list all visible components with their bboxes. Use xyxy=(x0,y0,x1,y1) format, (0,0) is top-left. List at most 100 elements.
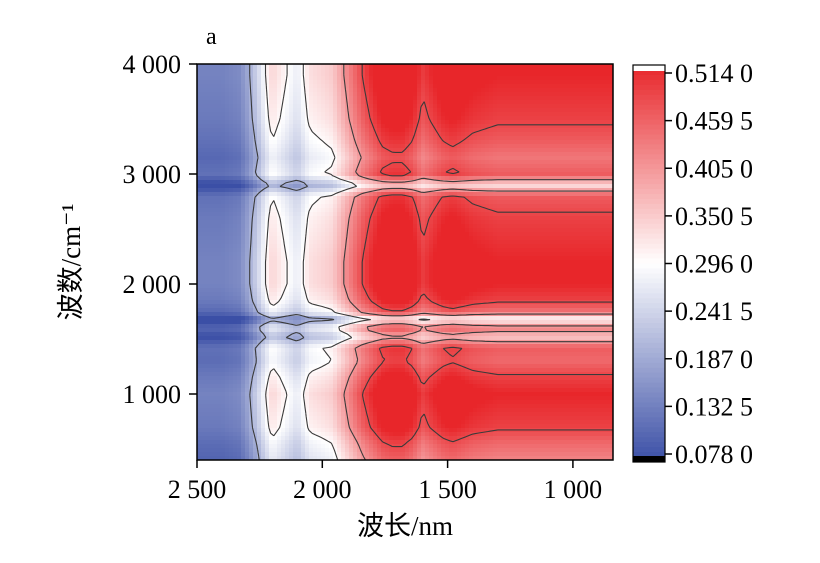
heatmap-cell xyxy=(261,192,266,197)
heatmap-cell xyxy=(273,212,278,217)
heatmap-cell xyxy=(501,180,506,185)
heatmap-cell xyxy=(269,184,274,189)
heatmap-cell xyxy=(413,252,418,257)
heatmap-cell xyxy=(309,208,314,213)
heatmap-cell xyxy=(377,252,382,257)
heatmap-cell xyxy=(541,184,546,189)
heatmap-cell xyxy=(413,92,418,97)
heatmap-cell xyxy=(245,140,250,145)
heatmap-cell xyxy=(549,240,554,245)
heatmap-cell xyxy=(589,188,594,193)
heatmap-cell xyxy=(573,136,578,141)
heatmap-cell xyxy=(585,104,590,109)
heatmap-cell xyxy=(217,112,222,117)
heatmap-cell xyxy=(457,140,462,145)
heatmap-cell xyxy=(433,232,438,237)
heatmap-cell xyxy=(501,84,506,89)
heatmap-cell xyxy=(581,128,586,133)
heatmap-cell xyxy=(565,124,570,129)
heatmap-cell xyxy=(245,80,250,85)
heatmap-cell xyxy=(373,96,378,101)
heatmap-cell xyxy=(477,80,482,85)
heatmap-cell xyxy=(529,68,534,73)
heatmap-cell xyxy=(333,252,338,257)
heatmap-cell xyxy=(233,64,238,69)
heatmap-cell xyxy=(465,168,470,173)
heatmap-cell xyxy=(297,204,302,209)
heatmap-cell xyxy=(477,252,482,257)
heatmap-cell xyxy=(361,92,366,97)
heatmap-cell xyxy=(405,76,410,81)
heatmap-cell xyxy=(413,196,418,201)
heatmap-cell xyxy=(425,108,430,113)
heatmap-cell xyxy=(457,188,462,193)
heatmap-cell xyxy=(481,164,486,169)
heatmap-cell xyxy=(489,188,494,193)
heatmap-cell xyxy=(241,100,246,105)
heatmap-cell xyxy=(445,220,450,225)
heatmap-cell xyxy=(477,168,482,173)
heatmap-cell xyxy=(341,216,346,221)
heatmap-cell xyxy=(561,76,566,81)
heatmap-cell xyxy=(221,92,226,97)
heatmap-cell xyxy=(605,108,610,113)
heatmap-cell xyxy=(197,96,202,101)
heatmap-cell xyxy=(593,232,598,237)
heatmap-cell xyxy=(217,176,222,181)
heatmap-cell xyxy=(389,152,394,157)
heatmap-cell xyxy=(241,80,246,85)
heatmap-cell xyxy=(313,148,318,153)
heatmap-cell xyxy=(609,132,613,137)
heatmap-cell xyxy=(581,112,586,117)
heatmap-cell xyxy=(281,224,286,229)
heatmap-cell xyxy=(389,72,394,77)
heatmap-cell xyxy=(589,172,594,177)
heatmap-cell xyxy=(577,180,582,185)
heatmap-cell xyxy=(417,136,422,141)
heatmap-cell xyxy=(305,144,310,149)
heatmap-cell xyxy=(197,212,202,217)
heatmap-cell xyxy=(229,88,234,93)
heatmap-cell xyxy=(277,104,282,109)
heatmap-cell xyxy=(569,136,574,141)
heatmap-cell xyxy=(601,216,606,221)
heatmap-cell xyxy=(245,196,250,201)
heatmap-cell xyxy=(593,108,598,113)
heatmap-cell xyxy=(469,180,474,185)
heatmap-cell xyxy=(457,80,462,85)
heatmap-cell xyxy=(225,236,230,241)
heatmap-cell xyxy=(553,240,558,245)
heatmap-cell xyxy=(273,192,278,197)
heatmap-cell xyxy=(469,212,474,217)
heatmap-cell xyxy=(329,176,334,181)
heatmap-cell xyxy=(249,124,254,129)
heatmap-cell xyxy=(529,192,534,197)
heatmap-cell xyxy=(357,112,362,117)
heatmap-cell xyxy=(557,236,562,241)
heatmap-cell xyxy=(337,160,342,165)
heatmap-cell xyxy=(465,148,470,153)
heatmap-cell xyxy=(241,128,246,133)
heatmap-cell xyxy=(489,96,494,101)
heatmap-cell xyxy=(253,84,258,89)
heatmap-cell xyxy=(301,104,306,109)
heatmap-cell xyxy=(505,124,510,129)
heatmap-cell xyxy=(381,84,386,89)
heatmap-cell xyxy=(213,136,218,141)
heatmap-cell xyxy=(433,92,438,97)
heatmap-cell xyxy=(361,100,366,105)
heatmap-cell xyxy=(609,88,613,93)
heatmap-cell xyxy=(369,244,374,249)
heatmap-cell xyxy=(501,196,506,201)
heatmap-cell xyxy=(593,248,598,253)
heatmap-cell xyxy=(333,120,338,125)
heatmap-cell xyxy=(537,180,542,185)
heatmap-cell xyxy=(537,172,542,177)
heatmap-cell xyxy=(497,220,502,225)
heatmap-cell xyxy=(229,160,234,165)
heatmap-cell xyxy=(477,224,482,229)
heatmap-cell xyxy=(337,188,342,193)
heatmap-cell xyxy=(405,104,410,109)
heatmap-cell xyxy=(305,120,310,125)
heatmap-cell xyxy=(425,244,430,249)
